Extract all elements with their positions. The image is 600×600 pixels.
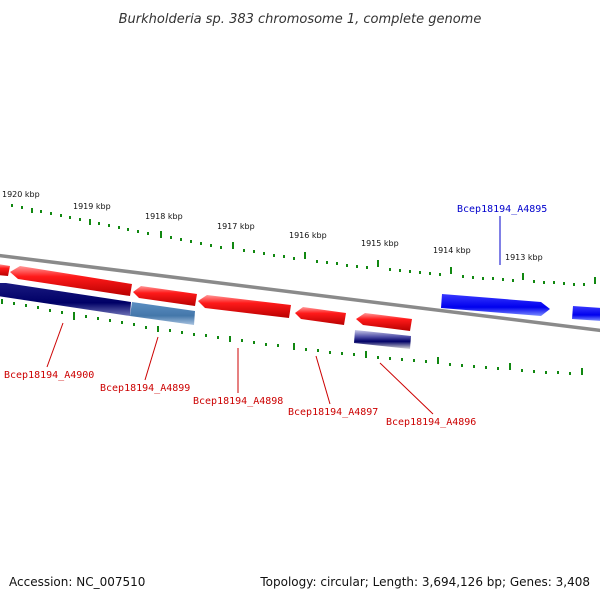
leader-line-A4896 bbox=[379, 362, 434, 415]
topology-text: Topology: circular; Length: 3,694,126 bp… bbox=[259, 575, 590, 589]
gene-arrow[interactable] bbox=[198, 295, 291, 318]
gene-arrow-partial[interactable] bbox=[0, 264, 10, 276]
tick-label-1915: 1915 kbp bbox=[361, 239, 399, 248]
leader-line-A4897 bbox=[315, 355, 331, 405]
kbp-tick-labels: 1920 kbp 1919 kbp 1918 kbp 1917 kbp 1916… bbox=[2, 190, 543, 262]
leader-line-A4900 bbox=[46, 322, 64, 368]
tick-label-1920: 1920 kbp bbox=[2, 190, 40, 199]
gene-labels: Bcep18194_A4900 Bcep18194_A4899 Bcep1819… bbox=[4, 204, 547, 428]
gene-label-A4895[interactable]: Bcep18194_A4895 bbox=[457, 204, 547, 215]
label-leader-lines bbox=[46, 216, 501, 415]
gene-arrow[interactable] bbox=[295, 307, 346, 325]
gene-arrow-A4895[interactable] bbox=[441, 294, 550, 316]
forward-strand-genes bbox=[0, 264, 412, 331]
gene-arrow-A4896-rev[interactable] bbox=[354, 330, 411, 349]
gene-arrow-large[interactable] bbox=[10, 266, 132, 296]
tick-label-1916: 1916 kbp bbox=[289, 231, 327, 240]
gene-label-A4897[interactable]: Bcep18194_A4897 bbox=[288, 407, 378, 418]
gene-label-A4896[interactable]: Bcep18194_A4896 bbox=[386, 417, 476, 428]
gene-label-A4898[interactable]: Bcep18194_A4898 bbox=[193, 396, 283, 407]
reverse-strand-genes bbox=[0, 283, 600, 349]
tick-label-1919: 1919 kbp bbox=[73, 202, 111, 211]
inner-scale-ring bbox=[1, 299, 583, 375]
gene-arrow-A4900[interactable] bbox=[0, 283, 131, 316]
tick-label-1918: 1918 kbp bbox=[145, 212, 183, 221]
gene-arrow[interactable] bbox=[356, 313, 412, 331]
tick-label-1917: 1917 kbp bbox=[217, 222, 255, 231]
outer-scale-ring bbox=[11, 204, 596, 286]
genome-backbone bbox=[0, 253, 600, 333]
tick-label-1914: 1914 kbp bbox=[433, 246, 471, 255]
accession-text: Accession: NC_007510 bbox=[9, 575, 145, 589]
gene-arrow-A4899[interactable] bbox=[130, 302, 195, 325]
gene-label-A4899[interactable]: Bcep18194_A4899 bbox=[100, 383, 190, 394]
gene-label-A4900[interactable]: Bcep18194_A4900 bbox=[4, 370, 94, 381]
leader-line-A4899 bbox=[144, 336, 159, 381]
gene-arrow-partial[interactable] bbox=[572, 306, 600, 321]
tick-label-1913: 1913 kbp bbox=[505, 253, 543, 262]
gene-arrow[interactable] bbox=[133, 286, 197, 306]
chart-title: Burkholderia sp. 383 chromosome 1, compl… bbox=[119, 12, 482, 27]
